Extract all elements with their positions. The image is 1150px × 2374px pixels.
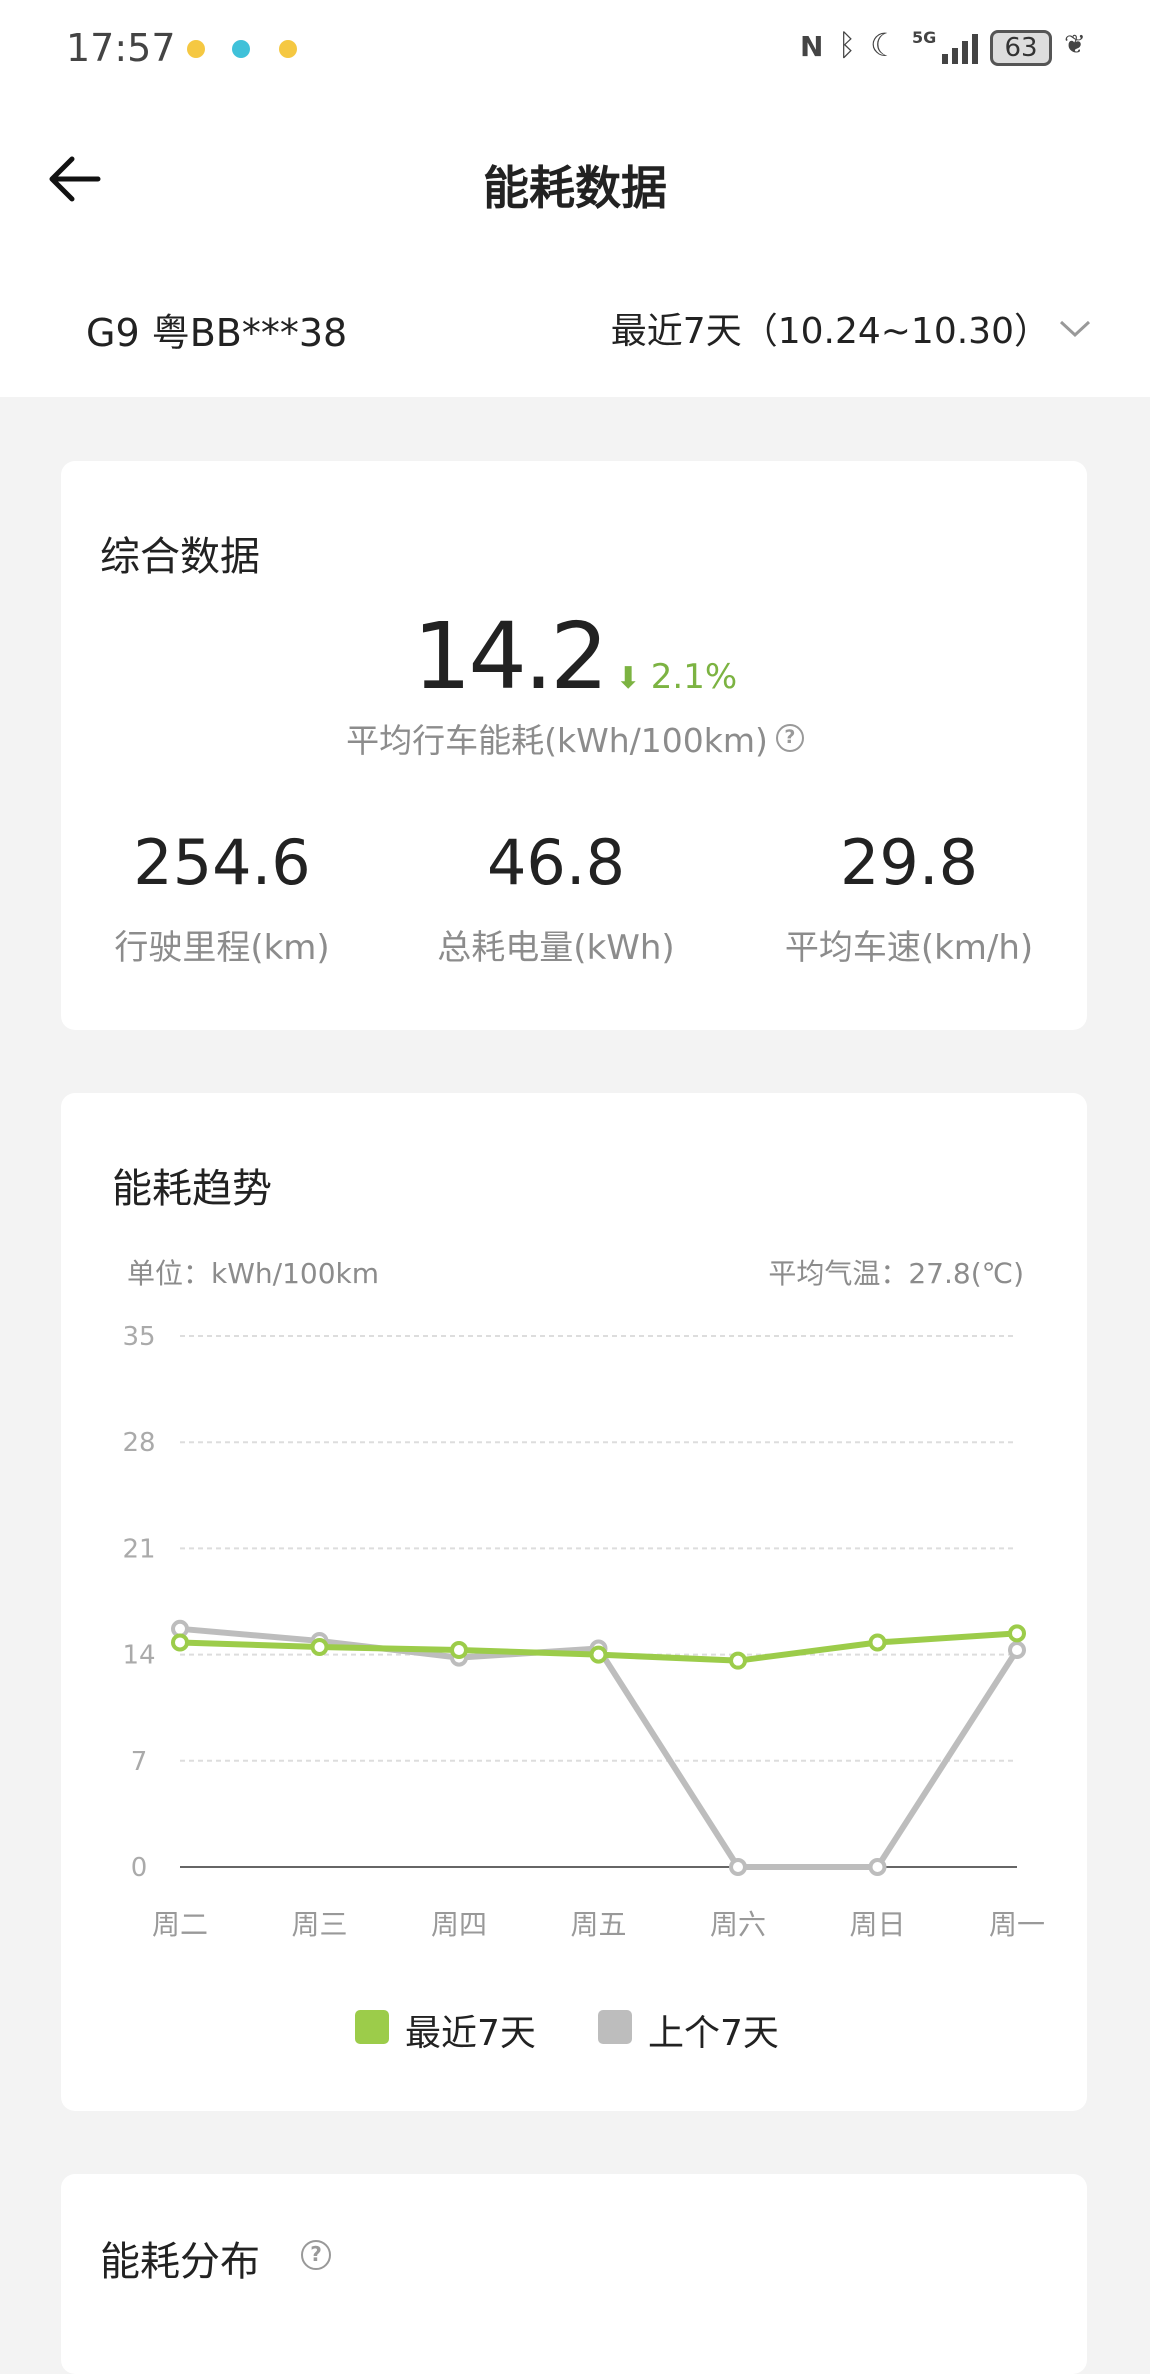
x-tick-label: 周三	[291, 1908, 347, 1941]
y-tick-label: 28	[122, 1428, 155, 1458]
signal-icon	[942, 34, 978, 64]
energy-value: 46.8	[486, 826, 626, 899]
avg-consumption-value: 14.2	[412, 603, 609, 710]
summary-card	[61, 461, 1087, 1030]
x-tick-label: 周日	[849, 1908, 905, 1941]
notification-icon	[187, 40, 205, 58]
status-time: 17:57	[66, 26, 176, 70]
legend-swatch-recent	[355, 2010, 389, 2044]
x-tick-label: 周五	[570, 1908, 626, 1941]
battery-icon: 63	[990, 30, 1052, 66]
distribution-title: 能耗分布	[100, 2239, 260, 2285]
bluetooth-icon: ᛒ	[838, 28, 856, 63]
notification-icon	[232, 40, 250, 58]
data-point	[310, 1638, 329, 1657]
avg-consumption-row: 14.2 ⬇ 2.1%	[0, 606, 1150, 707]
series-line	[179, 1625, 1020, 1870]
legend-previous[interactable]: 上个7天	[648, 2013, 779, 2054]
page-title: 能耗数据	[483, 161, 667, 215]
data-point	[450, 1641, 468, 1660]
data-point	[868, 1633, 887, 1652]
data-point	[729, 1651, 747, 1670]
legend-recent[interactable]: 最近7天	[405, 2013, 536, 2054]
energy-label: 总耗电量(kWh)	[437, 928, 675, 968]
trend-title: 能耗趋势	[112, 1166, 272, 1212]
x-tick-label: 周六	[710, 1908, 766, 1941]
temperature-label: 平均气温：27.8(℃)	[768, 1257, 1024, 1290]
y-tick-label: 21	[122, 1534, 155, 1564]
mileage-value: 254.6	[133, 826, 311, 899]
help-icon[interactable]: ?	[775, 724, 804, 752]
distribution-card	[61, 2174, 1087, 2374]
y-tick-label: 0	[131, 1853, 148, 1883]
trend-card	[61, 1093, 1087, 2111]
period-selector[interactable]: 最近7天（10.24~10.30）	[610, 311, 1050, 352]
moon-icon: ☾	[870, 26, 899, 64]
speed-label: 平均车速(km/h)	[784, 928, 1034, 968]
x-tick-label: 周四	[431, 1908, 487, 1941]
change-percent: 2.1%	[650, 657, 738, 697]
vehicle-selector[interactable]: G9 粤BB***38	[86, 311, 348, 355]
data-point	[729, 1858, 747, 1876]
nfc-icon: N	[800, 30, 824, 63]
legend-swatch-previous	[598, 2010, 632, 2044]
avg-consumption-label-row: 平均行车能耗(kWh/100km) ?	[0, 714, 1150, 762]
data-point	[1008, 1624, 1026, 1643]
network-type: 5G	[912, 28, 937, 47]
speed-value: 29.8	[839, 826, 979, 899]
unit-label: 单位：kWh/100km	[127, 1257, 380, 1290]
leaf-icon: ❦	[1064, 30, 1086, 60]
y-tick-label: 7	[131, 1747, 148, 1777]
mileage-label: 行驶里程(km)	[114, 928, 330, 968]
help-icon[interactable]: ?	[301, 2240, 331, 2270]
data-point	[171, 1633, 189, 1652]
x-tick-label: 周二	[152, 1908, 208, 1941]
y-tick-label: 35	[122, 1322, 155, 1352]
avg-consumption-label: 平均行车能耗(kWh/100km)	[346, 721, 768, 760]
header-area	[0, 0, 1150, 397]
chevron-down-icon[interactable]	[1058, 318, 1092, 340]
data-point	[1008, 1641, 1026, 1660]
notification-icon	[279, 40, 297, 58]
data-point	[868, 1858, 887, 1876]
data-point	[589, 1645, 608, 1664]
x-tick-label: 周一	[989, 1908, 1045, 1941]
arrow-down-icon: ⬇	[615, 661, 641, 696]
y-tick-label: 14	[122, 1641, 155, 1671]
summary-title: 综合数据	[100, 534, 260, 580]
back-arrow-icon[interactable]	[48, 155, 102, 205]
